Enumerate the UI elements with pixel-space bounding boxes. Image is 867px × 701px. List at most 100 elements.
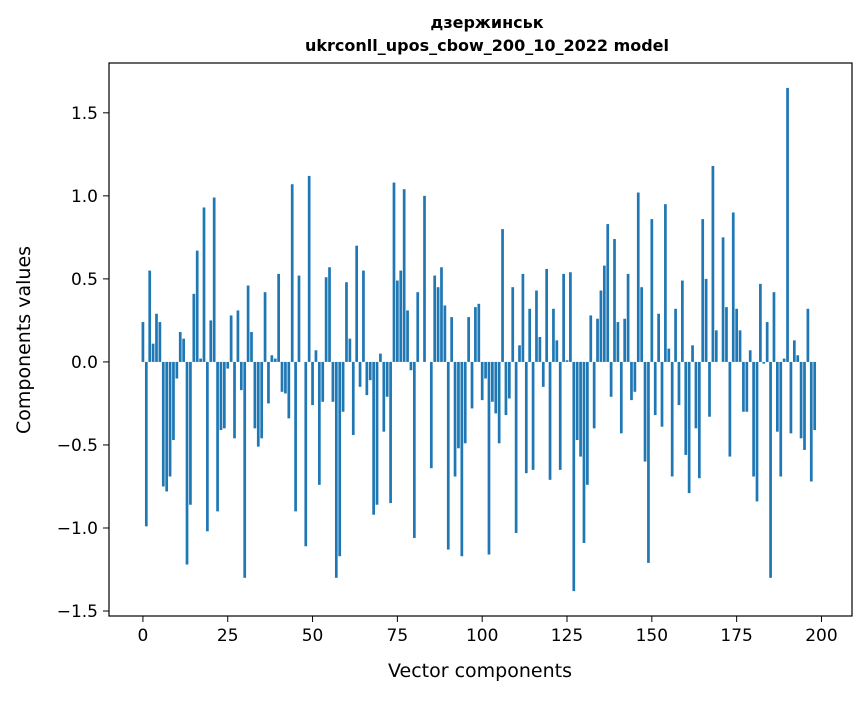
bar-component-115	[532, 362, 535, 470]
bar-component-172	[725, 307, 728, 362]
bar-component-27	[233, 362, 236, 438]
bar-component-144	[630, 362, 633, 400]
bar-component-136	[603, 266, 606, 362]
bar-component-13	[186, 362, 189, 565]
bar-component-90	[447, 362, 450, 550]
y-tick-label: 0.5	[71, 270, 98, 290]
bar-component-39	[274, 359, 277, 362]
bar-component-57	[335, 362, 338, 578]
bar-component-73	[389, 362, 392, 503]
bar-component-79	[410, 362, 413, 370]
bar-component-6	[162, 362, 165, 487]
bar-component-182	[759, 284, 762, 362]
bar-component-70	[379, 354, 382, 362]
bar-component-146	[637, 193, 640, 362]
bar-component-77	[403, 189, 406, 362]
y-tick-label: −1.0	[57, 519, 98, 539]
bar-component-181	[756, 362, 759, 502]
bar-component-12	[182, 339, 185, 362]
bar-component-22	[216, 362, 219, 511]
chart-title-line-1: дзержинськ	[430, 13, 543, 32]
y-axis-label: Components values	[13, 246, 35, 434]
bar-component-124	[562, 274, 565, 362]
bar-component-126	[569, 272, 572, 362]
bar-component-156	[671, 362, 674, 477]
bar-component-69	[376, 362, 379, 505]
bar-component-127	[572, 362, 575, 591]
bar-component-177	[742, 362, 745, 412]
chart-title-line-2: ukrconll_upos_cbow_200_10_2022 model	[305, 36, 669, 55]
bar-component-113	[525, 362, 528, 473]
x-axis-label: Vector components	[388, 660, 572, 682]
bar-component-101	[484, 362, 487, 379]
bar-component-171	[722, 237, 725, 362]
bar-component-173	[729, 362, 732, 457]
bar-component-111	[518, 345, 521, 362]
bar-component-154	[664, 204, 667, 362]
bar-component-100	[481, 362, 484, 400]
bar-component-178	[745, 362, 748, 412]
bar-component-9	[172, 362, 175, 440]
bar-component-8	[169, 362, 172, 477]
bar-component-85	[430, 362, 433, 468]
bar-component-176	[739, 330, 742, 362]
bar-component-4	[155, 314, 158, 362]
bar-component-49	[308, 176, 311, 362]
y-tick-label: −1.5	[57, 602, 98, 622]
bar-component-72	[386, 362, 389, 397]
bar-component-130	[583, 362, 586, 543]
bar-component-129	[579, 362, 582, 457]
bar-component-26	[230, 315, 233, 362]
bar-component-118	[542, 362, 545, 387]
bar-component-95	[464, 362, 467, 443]
bar-component-18	[203, 207, 206, 361]
x-tick-label: 75	[387, 626, 409, 646]
bar-component-97	[471, 362, 474, 409]
bar-component-128	[576, 362, 579, 440]
bar-component-78	[406, 310, 409, 361]
bar-component-108	[508, 362, 511, 399]
bar-component-134	[596, 319, 599, 362]
bar-component-186	[773, 292, 776, 362]
bar-component-54	[325, 277, 328, 362]
x-tick-label: 125	[551, 626, 583, 646]
bar-component-60	[345, 282, 348, 362]
bar-component-59	[342, 362, 345, 412]
y-tick-label: 0.0	[71, 353, 98, 373]
bar-component-58	[338, 362, 341, 556]
bar-component-160	[684, 362, 687, 455]
bar-component-10	[176, 362, 179, 379]
x-tick-label: 25	[217, 626, 239, 646]
bar-component-74	[393, 183, 396, 362]
bar-component-62	[352, 362, 355, 435]
bar-component-37	[267, 362, 270, 404]
bar-component-2	[148, 271, 151, 362]
bar-component-94	[460, 362, 463, 556]
bar-component-5	[159, 322, 162, 362]
bar-component-148	[644, 362, 647, 462]
y-tick-label: −0.5	[57, 436, 98, 456]
bar-component-31	[247, 286, 250, 362]
bar-component-53	[321, 362, 324, 402]
bar-component-188	[779, 362, 782, 477]
x-tick-label: 0	[138, 626, 149, 646]
bar-component-159	[681, 281, 684, 362]
bar-component-157	[674, 309, 677, 362]
bar-component-142	[623, 319, 626, 362]
bar-component-197	[810, 362, 813, 482]
bar-component-44	[291, 184, 294, 362]
bar-component-88	[440, 267, 443, 362]
bar-component-139	[613, 239, 616, 362]
bar-component-152	[657, 314, 660, 362]
bar-component-0	[142, 322, 145, 362]
bar-component-198	[813, 362, 816, 430]
bar-component-187	[776, 362, 779, 432]
bar-component-23	[220, 362, 223, 430]
bar-component-75	[396, 281, 399, 362]
bar-component-150	[650, 219, 653, 362]
bar-component-158	[678, 362, 681, 405]
bar-component-117	[539, 337, 542, 362]
bar-component-30	[243, 362, 246, 578]
bar-component-7	[165, 362, 168, 492]
